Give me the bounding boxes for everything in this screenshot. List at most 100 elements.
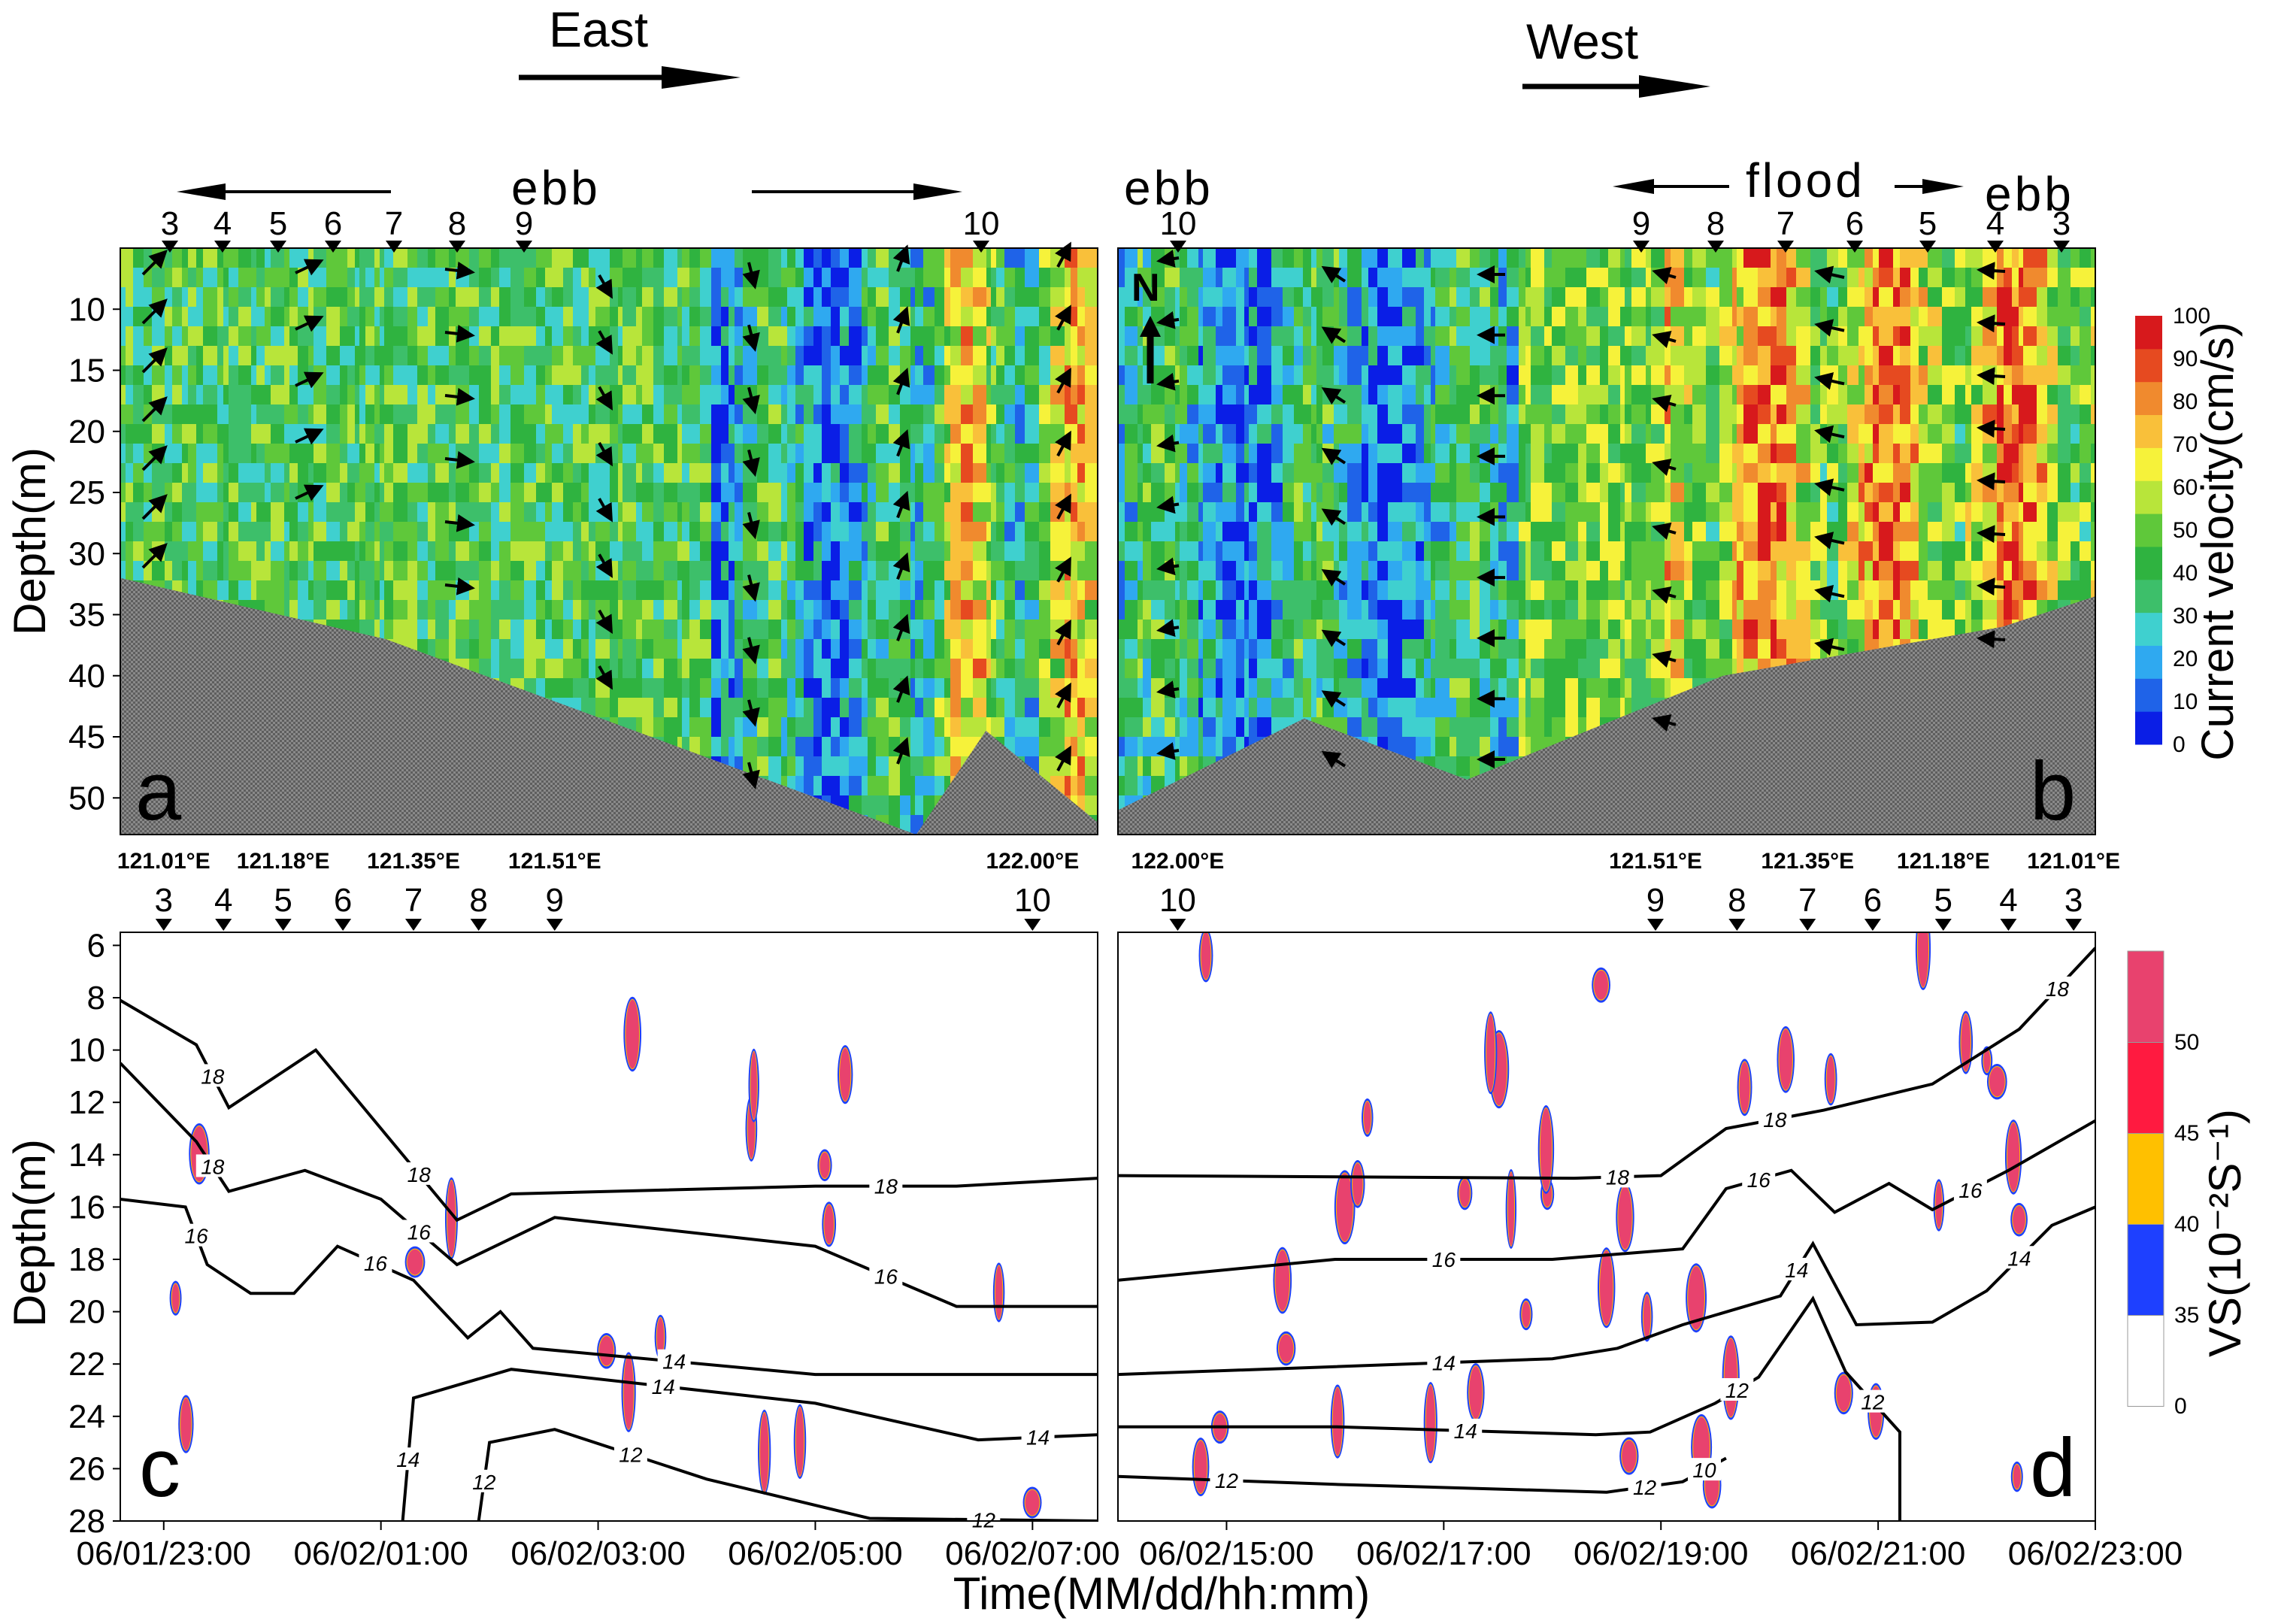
velocity-cell bbox=[182, 248, 189, 268]
velocity-cell bbox=[165, 365, 173, 386]
velocity-cell bbox=[251, 268, 257, 288]
velocity-cell bbox=[910, 248, 916, 268]
velocity-cell bbox=[1198, 385, 1204, 405]
velocity-cell bbox=[610, 541, 619, 562]
flood-right-arrow-head bbox=[1922, 179, 1964, 194]
velocity-cell bbox=[271, 444, 285, 464]
velocity-cell bbox=[251, 522, 257, 542]
velocity-cell bbox=[1294, 600, 1304, 620]
velocity-cell bbox=[1015, 717, 1025, 738]
velocity-cell bbox=[573, 365, 582, 386]
velocity-cell bbox=[1578, 580, 1587, 601]
velocity-cell bbox=[862, 737, 868, 757]
velocity-cell bbox=[1039, 365, 1051, 386]
velocity-cell bbox=[677, 307, 683, 327]
velocity-cell bbox=[900, 580, 911, 601]
velocity-cell bbox=[238, 365, 252, 386]
velocity-cell bbox=[743, 424, 758, 444]
velocity-cell bbox=[735, 698, 744, 718]
velocity-cell bbox=[664, 404, 678, 425]
velocity-cell bbox=[781, 483, 788, 503]
velocity-cell bbox=[365, 268, 375, 288]
velocity-cell bbox=[1283, 287, 1295, 308]
velocity-cell bbox=[1283, 346, 1295, 366]
velocity-cell bbox=[804, 600, 814, 620]
velocity-cell bbox=[1187, 561, 1199, 581]
velocity-cell bbox=[986, 248, 992, 268]
velocity-cell bbox=[831, 678, 841, 698]
velocity-cell bbox=[1222, 307, 1237, 327]
velocity-cell bbox=[314, 463, 327, 483]
velocity-cell bbox=[1138, 483, 1144, 503]
velocity-cell bbox=[991, 678, 997, 698]
velocity-cell bbox=[840, 365, 850, 386]
velocity-cell bbox=[961, 307, 974, 327]
velocity-cell bbox=[573, 541, 582, 562]
velocity-cell bbox=[642, 463, 654, 483]
velocity-cell bbox=[552, 639, 564, 659]
velocity-cell bbox=[1525, 444, 1531, 464]
velocity-cell bbox=[1450, 600, 1457, 620]
velocity-cell bbox=[1424, 483, 1431, 503]
velocity-cell bbox=[120, 346, 126, 366]
velocity-cell bbox=[1646, 522, 1652, 542]
velocity-cell bbox=[1004, 385, 1016, 405]
velocity-cell bbox=[355, 248, 360, 268]
velocity-cell bbox=[1236, 522, 1245, 542]
velocity-cell bbox=[1071, 756, 1078, 777]
velocity-cell bbox=[711, 561, 722, 581]
velocity-cell bbox=[407, 541, 418, 562]
velocity-cell bbox=[910, 659, 916, 679]
velocity-cell bbox=[1077, 698, 1086, 718]
velocity-cell bbox=[581, 541, 589, 562]
velocity-cell bbox=[973, 424, 987, 444]
velocity-cell bbox=[374, 444, 380, 464]
velocity-cell bbox=[479, 561, 492, 581]
velocity-cell bbox=[428, 248, 436, 268]
velocity-cell bbox=[435, 346, 450, 366]
velocity-cell bbox=[623, 522, 637, 542]
velocity-cell bbox=[265, 365, 271, 386]
velocity-cell bbox=[1311, 541, 1317, 562]
velocity-cell bbox=[1552, 424, 1566, 444]
velocity-cell bbox=[573, 463, 582, 483]
velocity-cell bbox=[813, 424, 822, 444]
velocity-cell bbox=[787, 678, 796, 698]
velocity-cell bbox=[862, 698, 868, 718]
velocity-cell bbox=[721, 580, 729, 601]
velocity-cell bbox=[787, 483, 796, 503]
velocity-cell bbox=[1151, 385, 1165, 405]
velocity-cell bbox=[1362, 326, 1369, 347]
velocity-cell bbox=[944, 268, 951, 288]
velocity-cell bbox=[986, 561, 992, 581]
velocity-cell bbox=[1552, 561, 1566, 581]
velocity-cell bbox=[1339, 561, 1348, 581]
velocity-cell bbox=[768, 580, 782, 601]
station-marker bbox=[162, 241, 178, 253]
velocity-cell bbox=[1565, 502, 1579, 523]
velocity-cell bbox=[1244, 287, 1250, 308]
velocity-cell bbox=[1138, 717, 1144, 738]
velocity-cell bbox=[923, 776, 935, 796]
velocity-cell bbox=[1368, 639, 1378, 659]
velocity-cell bbox=[991, 307, 997, 327]
velocity-cell bbox=[1620, 483, 1625, 503]
velocity-cell bbox=[456, 620, 470, 640]
velocity-cell bbox=[1257, 424, 1272, 444]
velocity-cell bbox=[314, 600, 327, 620]
velocity-cell bbox=[757, 639, 769, 659]
velocity-cell bbox=[973, 541, 987, 562]
velocity-cell bbox=[1303, 580, 1312, 601]
velocity-cell bbox=[935, 248, 945, 268]
velocity-cell bbox=[1249, 424, 1258, 444]
velocity-cell bbox=[359, 580, 366, 601]
velocity-cell bbox=[1180, 326, 1188, 347]
velocity-cell bbox=[1377, 522, 1389, 542]
velocity-cell bbox=[1608, 580, 1621, 601]
velocity-cell bbox=[1416, 483, 1425, 503]
velocity-cell bbox=[1435, 678, 1450, 698]
velocity-cell bbox=[768, 307, 782, 327]
velocity-cell bbox=[1552, 600, 1566, 620]
velocity-cell bbox=[435, 502, 450, 523]
velocity-cell bbox=[573, 444, 582, 464]
